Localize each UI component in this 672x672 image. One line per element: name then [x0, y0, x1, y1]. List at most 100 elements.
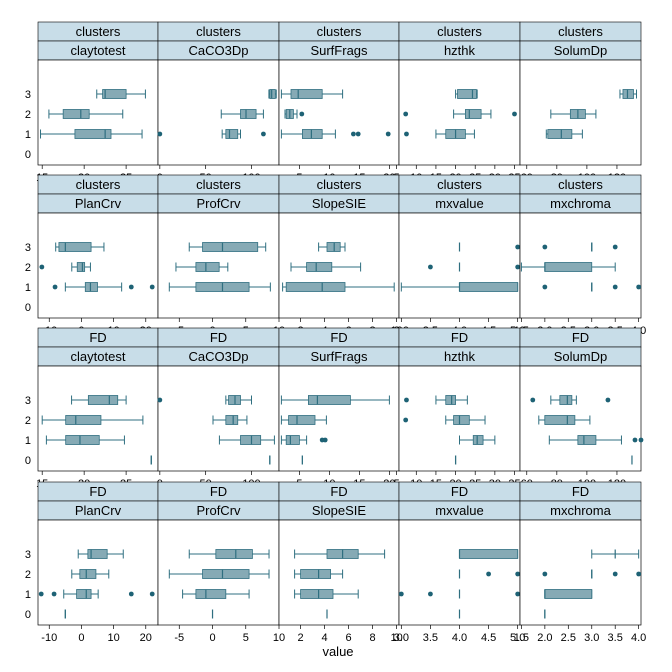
box-iqr — [202, 242, 259, 252]
panel-CaCO3Dp: FDCaCO3Dp050100 — [157, 327, 280, 490]
strip-variable-label: mxvalue — [435, 196, 483, 211]
box-iqr — [544, 415, 576, 425]
box-iqr — [240, 109, 257, 119]
outlier-point — [355, 131, 361, 137]
box-iqr — [290, 89, 323, 99]
outlier-point — [636, 284, 642, 290]
box-iqr — [87, 395, 119, 405]
panel-hzthk: clustershzthk5101520253035 — [394, 21, 521, 184]
y-tick-label: 0 — [25, 609, 31, 621]
strip-variable-label: SlopeSIE — [312, 196, 367, 211]
box-level-2 — [458, 569, 521, 579]
panel-row-4: 0 1 2 3 FD PlanCrv -10 0 10 20 FD ProfCrv -5 0 5 10 FD Sl… — [25, 481, 646, 644]
box-iqr — [76, 262, 86, 272]
panel-mxchroma: clustersmxchroma1.52.02.53.03.54.0 — [514, 174, 646, 337]
box-level-3 — [294, 549, 386, 559]
box-iqr — [102, 89, 127, 99]
y-tick-label: 0 — [25, 455, 31, 467]
x-tick-label: 2 — [298, 632, 304, 644]
box-level-2 — [48, 109, 124, 119]
strip-group-label: FD — [572, 484, 589, 499]
strip-variable-label: CaCO3Dp — [189, 43, 249, 58]
panel-claytotest: FDclaytotest152025 — [36, 327, 159, 490]
x-tick-label: 2.0 — [537, 632, 552, 644]
strip-variable-label: CaCO3Dp — [189, 349, 249, 364]
outlier-point — [612, 571, 618, 577]
box-level-1 — [459, 435, 496, 445]
box-level-1 — [400, 282, 519, 292]
outlier-point — [515, 571, 521, 577]
strip-variable-label: SolumDp — [554, 349, 607, 364]
box-level-1 — [182, 589, 250, 599]
outlier-point — [128, 284, 134, 290]
panel-row-2: 0123clustersPlanCrv-1001020clustersProfC… — [25, 174, 646, 337]
y-tick-label: 1 — [25, 435, 31, 447]
box-iqr — [307, 395, 351, 405]
y-tick-label: 2 — [25, 109, 31, 121]
panel-SlopeSIE: FD SlopeSIE 2 4 6 8 10 — [278, 481, 403, 644]
box-iqr — [472, 435, 484, 445]
y-tick-label: 2 — [25, 262, 31, 274]
outlier-point — [51, 591, 57, 597]
box-iqr — [306, 262, 333, 272]
box-iqr — [457, 89, 477, 99]
box-level-2 — [280, 415, 327, 425]
box-iqr — [547, 129, 573, 139]
strip-variable-label: SlopeSIE — [312, 503, 367, 518]
box-level-3 — [188, 242, 267, 252]
outlier-point — [403, 417, 409, 423]
box-level-1 — [280, 129, 391, 139]
x-axis-label: value — [322, 644, 353, 659]
box-level-1 — [544, 589, 593, 599]
outlier-point — [157, 397, 163, 403]
box-level-1 — [218, 435, 275, 445]
box-iqr — [62, 109, 90, 119]
box-iqr — [87, 549, 108, 559]
box-iqr — [459, 549, 519, 559]
strip-variable-label: mxchroma — [550, 196, 611, 211]
strip-variable-label: hzthk — [444, 349, 476, 364]
outlier-point — [530, 397, 536, 403]
outlier-point — [612, 244, 618, 250]
box-level-1 — [52, 282, 155, 292]
box-level-3 — [77, 549, 124, 559]
box-level-2 — [428, 262, 521, 272]
box-iqr — [202, 569, 250, 579]
x-tick-label: 2.5 — [561, 632, 576, 644]
box-iqr — [195, 262, 220, 272]
y-tick-label: 0 — [25, 302, 31, 314]
box-iqr — [544, 589, 593, 599]
panel-frame — [37, 59, 159, 166]
box-level-1 — [280, 435, 328, 445]
panel-frame — [278, 59, 400, 166]
panel-SolumDp: clustersSolumDp6080100120 — [519, 21, 642, 184]
outlier-point — [398, 591, 404, 597]
panel-frame — [519, 365, 642, 472]
panel-ProfCrv: FD ProfCrv -5 0 5 10 — [157, 481, 285, 644]
box-level-1 — [157, 129, 266, 139]
strip-variable-label: ProfCrv — [196, 503, 241, 518]
strip-group-label: FD — [330, 484, 347, 499]
outlier-point — [38, 591, 44, 597]
strip-group-label: clusters — [317, 177, 362, 192]
box-level-1 — [548, 435, 644, 445]
strip-variable-label: SolumDp — [554, 43, 607, 58]
strip-group-label: clusters — [558, 177, 603, 192]
strip-group-label: FD — [210, 484, 227, 499]
box-level-2 — [403, 109, 517, 119]
panel-frame — [278, 212, 400, 319]
panels-layer: 0123clustersclaytotest152025clustersCaCO… — [25, 21, 646, 644]
box-iqr — [225, 415, 239, 425]
panel-hzthk: FDhzthk5101520253035 — [394, 327, 521, 490]
x-tick-label: 10 — [390, 632, 402, 644]
x-tick-label: 4.0 — [631, 632, 646, 644]
outlier-point — [149, 284, 155, 290]
box-level-2 — [41, 415, 144, 425]
panel-row-1: 0123clustersclaytotest152025clustersCaCO… — [25, 21, 642, 184]
box-level-3 — [71, 395, 127, 405]
panel-mxvalue: clustersmxvalue3.03.54.04.55.0 — [394, 174, 525, 337]
strip-group-label: clusters — [437, 177, 482, 192]
panel-mxvalue: FD mxvalue 3.0 3.5 4.0 4.5 5.0 — [394, 481, 525, 644]
outlier-point — [351, 131, 356, 137]
box-level-2 — [212, 415, 248, 425]
